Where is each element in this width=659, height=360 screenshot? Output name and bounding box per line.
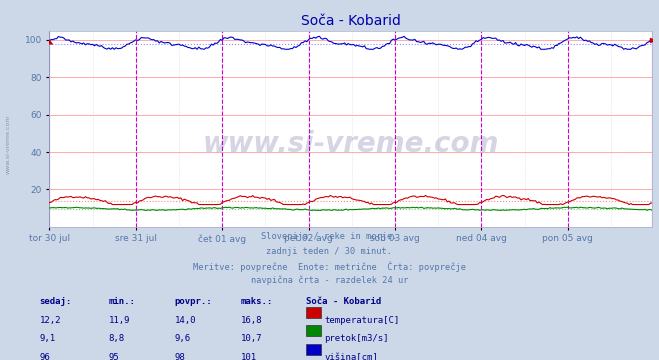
- Text: maks.:: maks.:: [241, 297, 273, 306]
- Text: Slovenija / reke in morje.: Slovenija / reke in morje.: [261, 232, 398, 241]
- Text: 10,7: 10,7: [241, 334, 262, 343]
- Text: 11,9: 11,9: [109, 316, 130, 325]
- Text: višina[cm]: višina[cm]: [324, 353, 378, 360]
- Text: povpr.:: povpr.:: [175, 297, 212, 306]
- Text: Soča - Kobarid: Soča - Kobarid: [306, 297, 382, 306]
- Text: min.:: min.:: [109, 297, 136, 306]
- Title: Soča - Kobarid: Soča - Kobarid: [301, 14, 401, 28]
- Text: www.si-vreme.com: www.si-vreme.com: [203, 130, 499, 158]
- Text: 98: 98: [175, 353, 185, 360]
- Text: 96: 96: [40, 353, 50, 360]
- Text: www.si-vreme.com: www.si-vreme.com: [5, 114, 11, 174]
- Text: 95: 95: [109, 353, 119, 360]
- Text: sedaj:: sedaj:: [40, 297, 72, 306]
- Text: 12,2: 12,2: [40, 316, 61, 325]
- Text: navpična črta - razdelek 24 ur: navpična črta - razdelek 24 ur: [251, 275, 408, 285]
- Text: 101: 101: [241, 353, 256, 360]
- Text: Meritve: povprečne  Enote: metrične  Črta: povprečje: Meritve: povprečne Enote: metrične Črta:…: [193, 261, 466, 271]
- Text: 9,6: 9,6: [175, 334, 190, 343]
- Text: temperatura[C]: temperatura[C]: [324, 316, 399, 325]
- Text: pretok[m3/s]: pretok[m3/s]: [324, 334, 389, 343]
- Text: 8,8: 8,8: [109, 334, 125, 343]
- Text: 14,0: 14,0: [175, 316, 196, 325]
- Text: 16,8: 16,8: [241, 316, 262, 325]
- Text: zadnji teden / 30 minut.: zadnji teden / 30 minut.: [266, 247, 393, 256]
- Text: 9,1: 9,1: [40, 334, 55, 343]
